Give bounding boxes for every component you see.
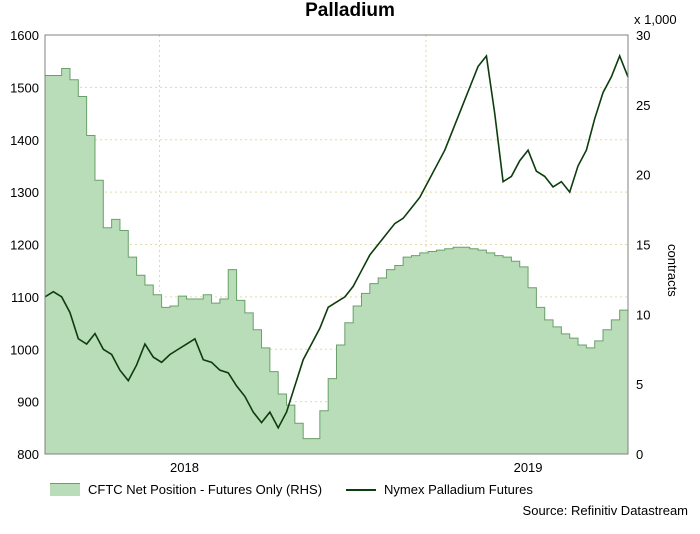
right-tick-label: 10 bbox=[636, 307, 650, 322]
left-tick-label: 1300 bbox=[10, 185, 39, 200]
left-tick-label: 800 bbox=[17, 447, 39, 462]
right-tick-label: 0 bbox=[636, 447, 643, 462]
area-layer bbox=[44, 68, 629, 455]
left-tick-label: 1600 bbox=[10, 28, 39, 43]
legend-swatch-area bbox=[50, 483, 80, 496]
chart-title: Palladium bbox=[305, 0, 395, 21]
x-tick-label: 2019 bbox=[514, 460, 543, 475]
right-tick-label: 25 bbox=[636, 98, 650, 113]
left-tick-label: 900 bbox=[17, 395, 39, 410]
cftc-area-series bbox=[44, 68, 629, 455]
legend-item-cftc: CFTC Net Position - Futures Only (RHS) bbox=[50, 482, 322, 497]
legend-label-palladium: Nymex Palladium Futures bbox=[384, 482, 533, 497]
line-layer bbox=[44, 53, 629, 430]
right-tick-label: 30 bbox=[636, 28, 650, 43]
left-tick-label: 1200 bbox=[10, 238, 39, 253]
left-tick-label: 1100 bbox=[11, 290, 39, 305]
plot-frame bbox=[44, 34, 629, 455]
right-tick-label: 5 bbox=[636, 377, 643, 392]
legend-item-palladium: Nymex Palladium Futures bbox=[346, 482, 533, 497]
right-axis-unit: x 1,000 bbox=[634, 12, 677, 27]
x-tick-label: 2018 bbox=[170, 460, 199, 475]
legend-swatch-line bbox=[346, 488, 377, 491]
left-tick-label: 1000 bbox=[10, 342, 39, 357]
right-tick-label: 20 bbox=[636, 168, 650, 183]
left-tick-label: 1500 bbox=[10, 80, 39, 95]
axis-layer: 800 900 1000 1100 1200 1300 1400 1500 1600 0 5 10 15… bbox=[10, 28, 650, 475]
legend-label-cftc: CFTC Net Position - Futures Only (RHS) bbox=[88, 482, 323, 497]
source-note: Source: Refinitiv Datastream bbox=[522, 503, 688, 518]
right-tick-label: 15 bbox=[636, 238, 650, 253]
legend: CFTC Net Position - Futures Only (RHS) N… bbox=[50, 482, 557, 497]
left-tick-label: 1400 bbox=[10, 133, 39, 148]
palladium-line-series bbox=[44, 53, 629, 430]
